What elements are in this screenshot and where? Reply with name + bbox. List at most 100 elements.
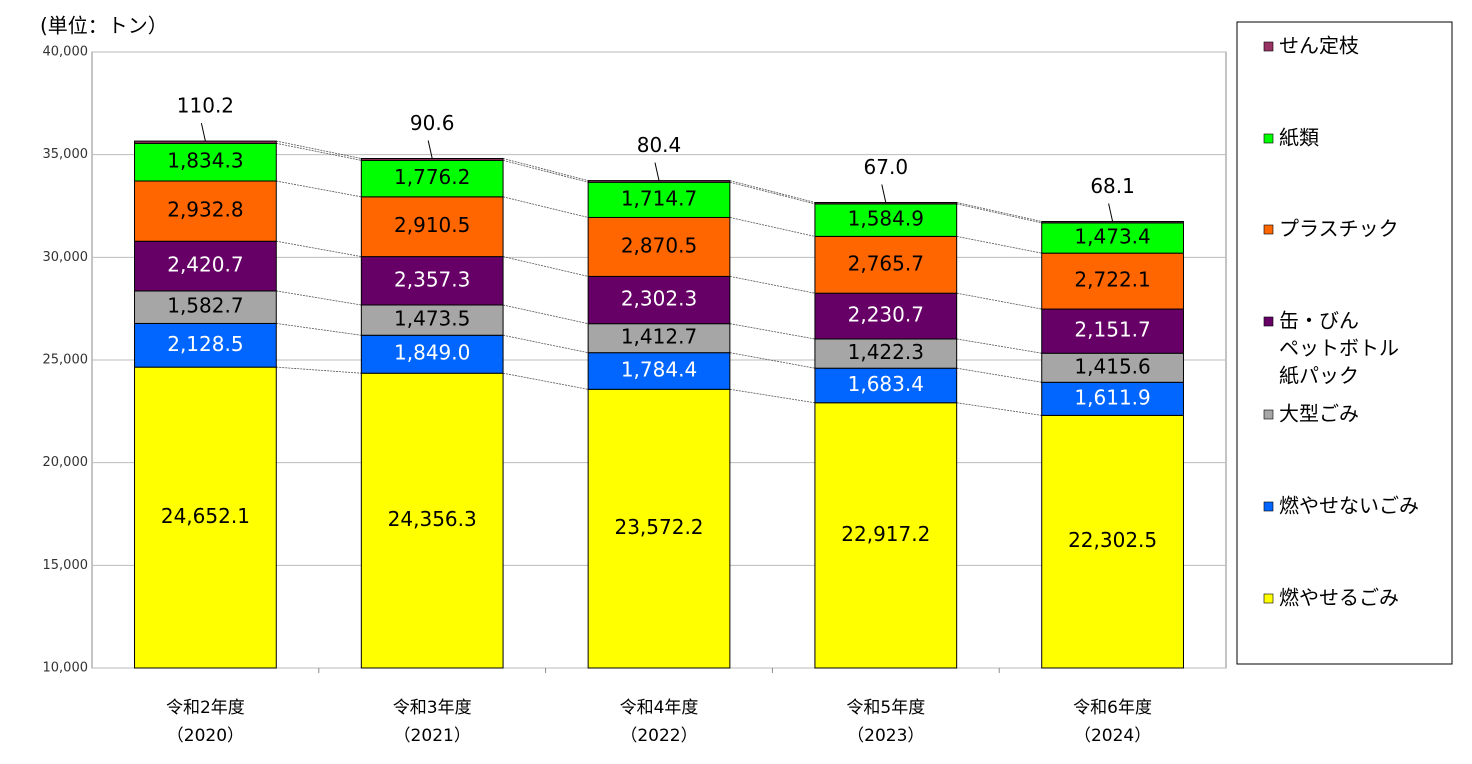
value-label: 2,870.5	[621, 233, 697, 257]
x-tick-label: （2023）	[847, 726, 924, 746]
value-label: 2,765.7	[848, 251, 924, 275]
value-label: 1,849.0	[394, 341, 470, 365]
value-label: 1,784.4	[621, 357, 697, 381]
y-tick-label: 30,000	[43, 250, 89, 265]
bar-segment	[360, 334, 504, 374]
legend-label: 大型ごみ	[1279, 402, 1359, 426]
connector-line	[729, 388, 815, 404]
x-tick-label: （2021）	[394, 726, 471, 746]
connector-line	[956, 202, 1042, 222]
bar-segment	[134, 322, 277, 368]
value-label: 2,230.7	[848, 303, 924, 327]
bar-segment	[1041, 220, 1184, 224]
legend-swatch	[1263, 316, 1274, 327]
connector-line	[729, 181, 816, 205]
value-label: 1,422.3	[848, 340, 924, 364]
bar-segment	[360, 157, 504, 161]
bar-segment	[134, 290, 277, 324]
legend-label: 燃やせるごみ	[1279, 586, 1399, 610]
x-tick-label: 令和6年度	[1073, 698, 1152, 718]
y-tick-label: 10,000	[43, 661, 89, 676]
bar-segment	[587, 323, 731, 354]
connector-line	[276, 180, 362, 198]
x-tick-label: 令和4年度	[620, 698, 699, 718]
leader-line	[881, 184, 887, 203]
bar-segment	[587, 180, 731, 183]
legend-swatch	[1263, 41, 1274, 52]
bar-segment	[814, 292, 958, 340]
bar-segment	[1041, 352, 1184, 383]
legend-swatch	[1263, 501, 1274, 512]
value-label: 67.0	[864, 155, 909, 179]
leader-line	[1108, 203, 1114, 222]
value-label: 1,473.5	[394, 307, 470, 331]
bar-segment	[134, 142, 277, 182]
bar-segment	[587, 388, 731, 669]
bar-segment	[360, 372, 504, 669]
connector-line	[502, 304, 589, 325]
value-label: 1,473.4	[1074, 225, 1150, 249]
bar-segment	[587, 181, 731, 218]
value-label: 24,356.3	[388, 507, 477, 531]
connector-line	[502, 334, 589, 354]
value-label: 2,910.5	[394, 213, 470, 237]
leader-line	[654, 162, 660, 181]
value-label: 1,584.9	[848, 207, 924, 231]
legend-label: 缶・びん	[1279, 309, 1359, 333]
value-label: 23,572.2	[614, 515, 703, 539]
connector-line	[729, 217, 816, 237]
bar-segment	[134, 240, 277, 292]
legend-label: 燃やせないごみ	[1279, 494, 1419, 518]
y-tick-label: 40,000	[43, 45, 89, 60]
value-label: 1,714.7	[621, 186, 697, 210]
connector-line	[276, 240, 362, 257]
value-label: 1,776.2	[394, 165, 470, 189]
legend-swatch	[1263, 409, 1274, 420]
value-label: 1,683.4	[848, 372, 924, 396]
value-label: 68.1	[1090, 174, 1135, 198]
bar-segment	[134, 180, 277, 242]
value-label: 2,128.5	[167, 332, 243, 356]
bar-segment	[1041, 414, 1184, 669]
value-label: 110.2	[177, 94, 234, 118]
value-label: 1,611.9	[1074, 385, 1150, 409]
bar-segment	[134, 140, 277, 144]
legend-label: せん定枝	[1279, 34, 1359, 58]
connector-line	[503, 372, 589, 390]
bar-segment	[360, 304, 504, 336]
legend-label: ペットボトル	[1279, 336, 1399, 360]
leader-line	[200, 122, 206, 142]
connector-line	[502, 158, 589, 181]
bar-segment	[814, 367, 958, 404]
connector-line	[729, 180, 816, 203]
bar-segment	[360, 256, 504, 306]
connector-line	[729, 352, 815, 369]
bar-segment	[814, 402, 958, 669]
unit-label: (単位：トン）	[40, 14, 168, 38]
value-label: 80.4	[637, 133, 682, 157]
connector-line	[956, 236, 1042, 254]
connector-line	[502, 196, 589, 218]
bar-segment	[587, 216, 731, 277]
bar-segment	[814, 338, 958, 369]
value-label: 1,582.7	[167, 294, 243, 318]
legend-label: 紙類	[1279, 126, 1319, 150]
value-label: 1,415.6	[1074, 354, 1150, 378]
value-label: 2,420.7	[167, 253, 243, 277]
value-label: 24,652.1	[161, 504, 250, 528]
bar-segment	[1041, 308, 1184, 354]
bar-segment	[1041, 252, 1184, 310]
connector-line	[276, 290, 362, 306]
y-tick-label: 15,000	[43, 558, 89, 573]
bar-segment	[814, 201, 958, 205]
y-tick-label: 25,000	[43, 353, 89, 368]
value-label: 22,917.2	[841, 522, 930, 546]
bar-segment	[587, 352, 731, 390]
y-tick-label: 35,000	[43, 147, 89, 162]
y-tick-label: 20,000	[43, 455, 89, 470]
value-label: 2,357.3	[394, 267, 470, 291]
x-tick-label: 令和2年度	[166, 698, 245, 718]
legend-swatch	[1263, 593, 1274, 604]
value-label: 2,302.3	[621, 287, 697, 311]
